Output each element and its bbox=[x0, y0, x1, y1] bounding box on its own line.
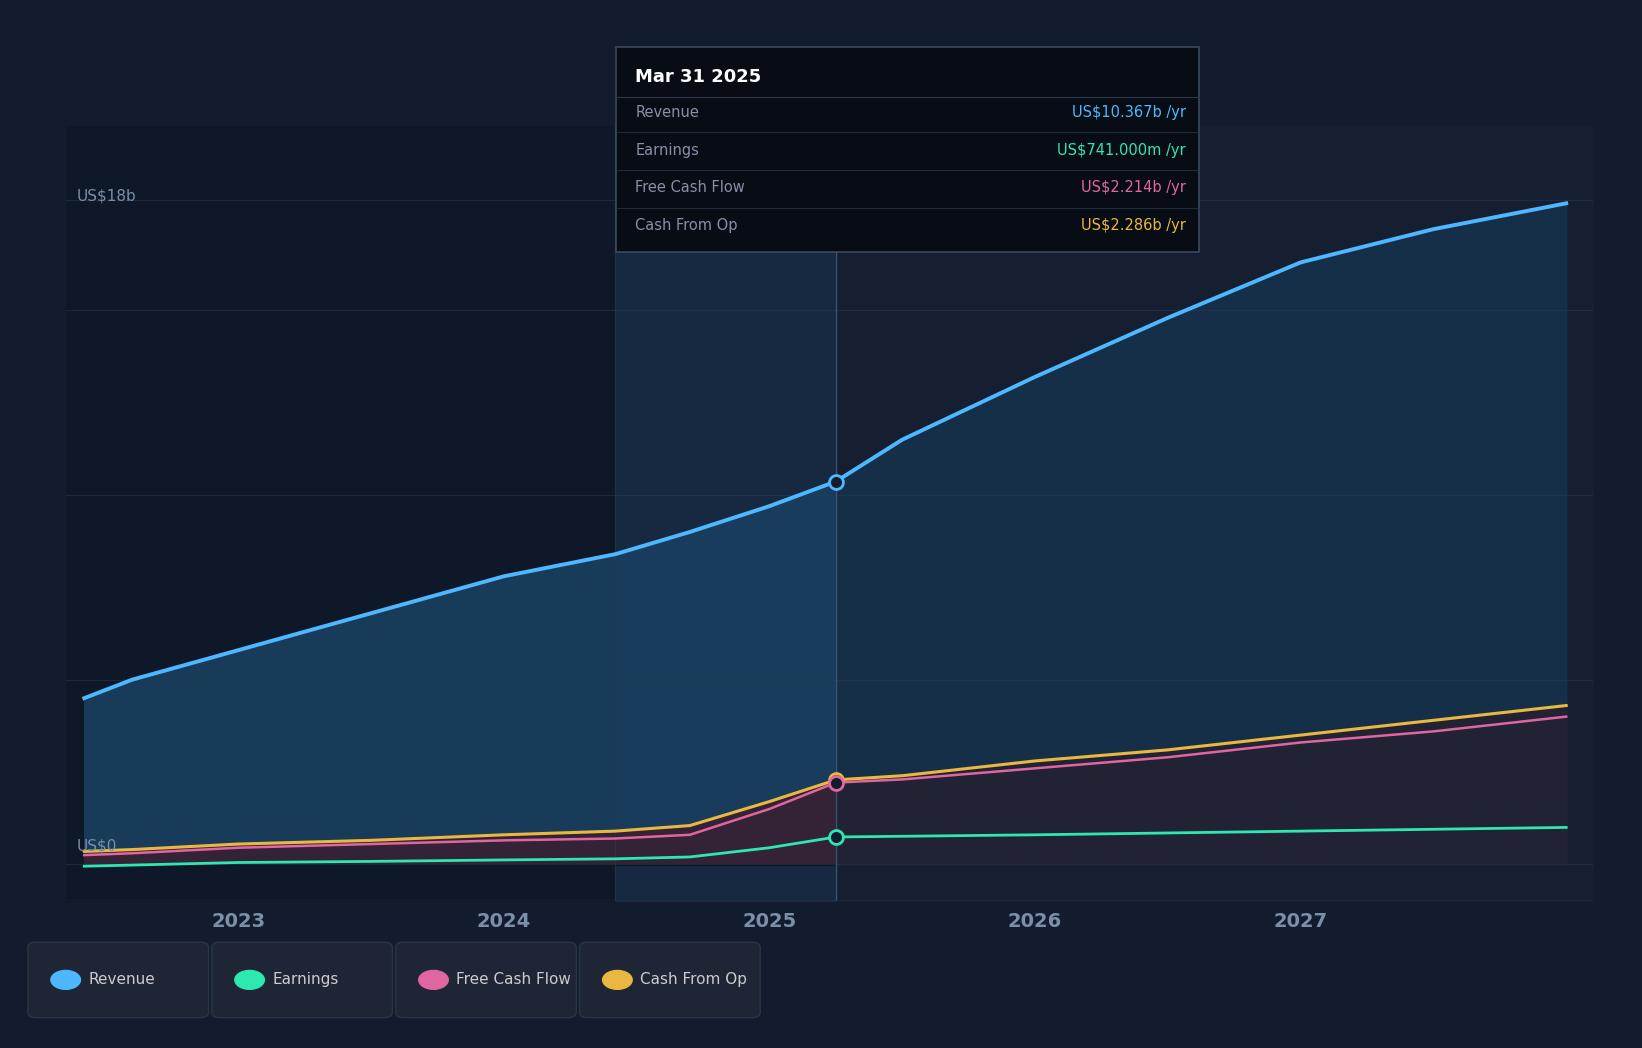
Text: US$2.214b /yr: US$2.214b /yr bbox=[1080, 180, 1186, 195]
Text: US$18b: US$18b bbox=[76, 189, 136, 203]
Text: Past: Past bbox=[785, 159, 819, 177]
Text: US$0: US$0 bbox=[76, 838, 117, 853]
Text: Earnings: Earnings bbox=[635, 143, 699, 157]
Text: Revenue: Revenue bbox=[89, 973, 156, 987]
Text: Cash From Op: Cash From Op bbox=[640, 973, 747, 987]
Text: Free Cash Flow: Free Cash Flow bbox=[635, 180, 745, 195]
Text: US$741.000m /yr: US$741.000m /yr bbox=[1057, 143, 1186, 157]
Text: US$10.367b /yr: US$10.367b /yr bbox=[1072, 105, 1186, 119]
Text: Mar 31 2025: Mar 31 2025 bbox=[635, 68, 762, 86]
Text: Revenue: Revenue bbox=[635, 105, 699, 119]
Text: Free Cash Flow: Free Cash Flow bbox=[456, 973, 571, 987]
Text: Analysts Forecasts: Analysts Forecasts bbox=[862, 159, 1016, 177]
Text: US$2.286b /yr: US$2.286b /yr bbox=[1080, 218, 1186, 233]
Text: Earnings: Earnings bbox=[273, 973, 338, 987]
Text: Cash From Op: Cash From Op bbox=[635, 218, 737, 233]
